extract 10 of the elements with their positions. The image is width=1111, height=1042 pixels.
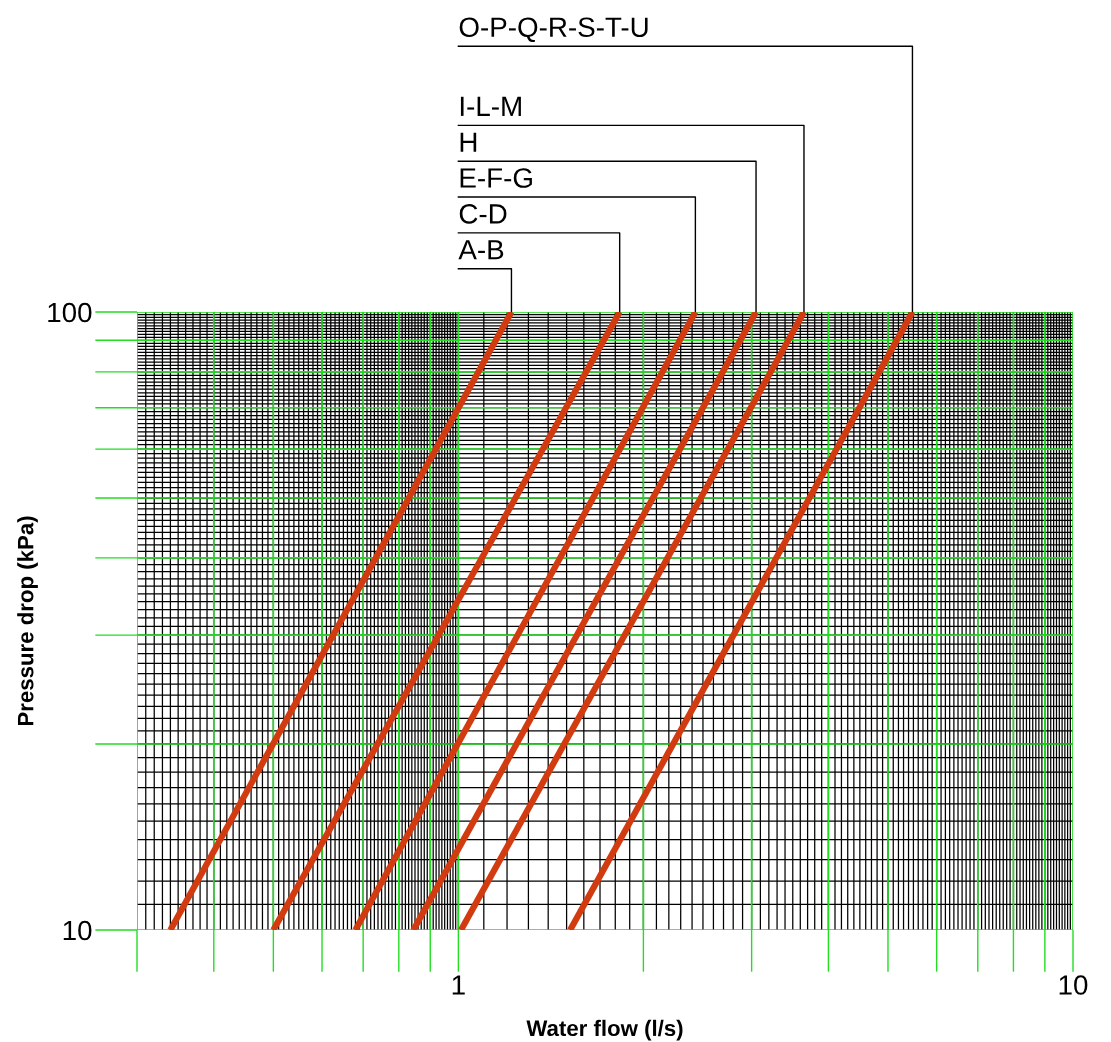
- text: I-L-M: [460, 96, 521, 116]
- text: C-D: [459, 204, 507, 224]
- text: E-F-G: [460, 168, 532, 188]
- text: O-P-Q-R-S-T-U: [459, 17, 648, 43]
- x-axis-title: Water flow (l/s): [526, 1019, 683, 1041]
- y-tick-label: 100: [48, 302, 92, 323]
- x-tick-label: 1: [452, 975, 465, 995]
- text: H: [460, 132, 477, 152]
- series-label: A-B: [458, 240, 504, 260]
- y-axis-title: Pressure drop (kPa): [17, 516, 38, 726]
